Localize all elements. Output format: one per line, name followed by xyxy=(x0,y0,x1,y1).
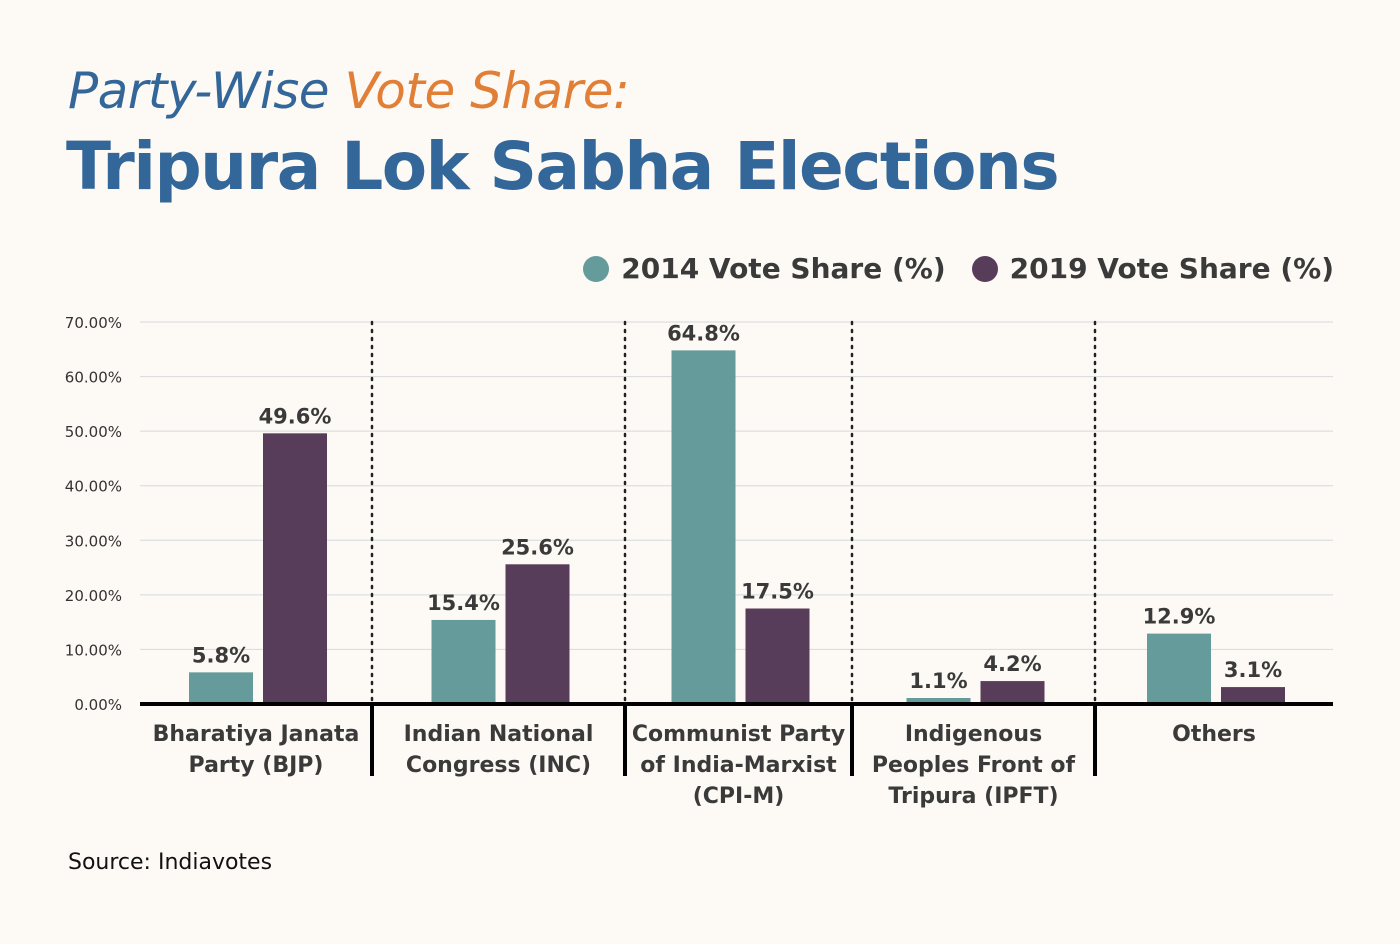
data-label: 12.9% xyxy=(1143,605,1216,629)
y-tick-label: 20.00% xyxy=(65,587,122,605)
x-tick-label: Peoples Front of xyxy=(872,753,1076,778)
data-label: 15.4% xyxy=(427,591,500,615)
bar-2019 xyxy=(745,608,810,704)
bar-2014 xyxy=(189,672,253,704)
legend: 2014 Vote Share (%) 2019 Vote Share (%) xyxy=(583,252,1334,285)
x-tick-label: (CPI-M) xyxy=(693,784,785,809)
y-tick-label: 70.00% xyxy=(65,314,122,332)
title-part2: Vote Share: xyxy=(344,62,630,120)
x-tick-label: Others xyxy=(1172,722,1256,747)
bar-2019 xyxy=(1221,687,1285,704)
y-tick-label: 40.00% xyxy=(65,478,122,496)
data-label: 3.1% xyxy=(1224,658,1282,682)
x-tick-label: Party (BJP) xyxy=(189,753,324,778)
x-tick-label: Indian National xyxy=(404,722,594,747)
x-tick-label: Indigenous xyxy=(905,722,1042,747)
x-tick-label: of India-Marxist xyxy=(640,753,837,778)
bar-2019 xyxy=(263,433,327,704)
legend-item-2014: 2014 Vote Share (%) xyxy=(583,252,946,285)
bar-2014 xyxy=(1147,633,1211,704)
bar-2014 xyxy=(431,619,496,704)
data-label: 49.6% xyxy=(259,404,332,428)
data-label: 17.5% xyxy=(741,580,814,604)
bar-2019 xyxy=(980,681,1045,704)
legend-label-2014: 2014 Vote Share (%) xyxy=(621,252,946,285)
y-tick-label: 30.00% xyxy=(65,532,122,550)
x-tick-label: Congress (INC) xyxy=(406,753,591,778)
x-tick-label: Bharatiya Janata xyxy=(153,722,360,747)
data-label: 1.1% xyxy=(909,669,967,693)
y-tick-label: 0.00% xyxy=(74,696,122,714)
source-note: Source: Indiavotes xyxy=(68,850,273,875)
y-tick-label: 50.00% xyxy=(65,423,122,441)
legend-label-2019: 2019 Vote Share (%) xyxy=(1009,252,1334,285)
legend-item-2019: 2019 Vote Share (%) xyxy=(971,252,1334,285)
data-label: 64.8% xyxy=(667,321,740,345)
legend-swatch-2019 xyxy=(971,255,998,282)
y-tick-label: 10.00% xyxy=(65,641,122,659)
data-label: 5.8% xyxy=(192,643,250,667)
bar-2014 xyxy=(671,350,736,704)
bar-2019 xyxy=(505,564,570,704)
x-tick-label: Tripura (IPFT) xyxy=(888,784,1058,809)
x-tick-label: Communist Party xyxy=(632,722,845,747)
y-tick-label: 60.00% xyxy=(65,369,122,387)
data-label: 25.6% xyxy=(501,535,574,559)
chart-title-line1: Party-Wise Vote Share: xyxy=(68,62,630,120)
title-part1: Party-Wise xyxy=(68,62,330,120)
data-label: 4.2% xyxy=(983,652,1041,676)
bar-2014 xyxy=(906,697,971,704)
chart-title-line2: Tripura Lok Sabha Elections xyxy=(66,128,1060,205)
legend-swatch-2014 xyxy=(583,255,610,282)
